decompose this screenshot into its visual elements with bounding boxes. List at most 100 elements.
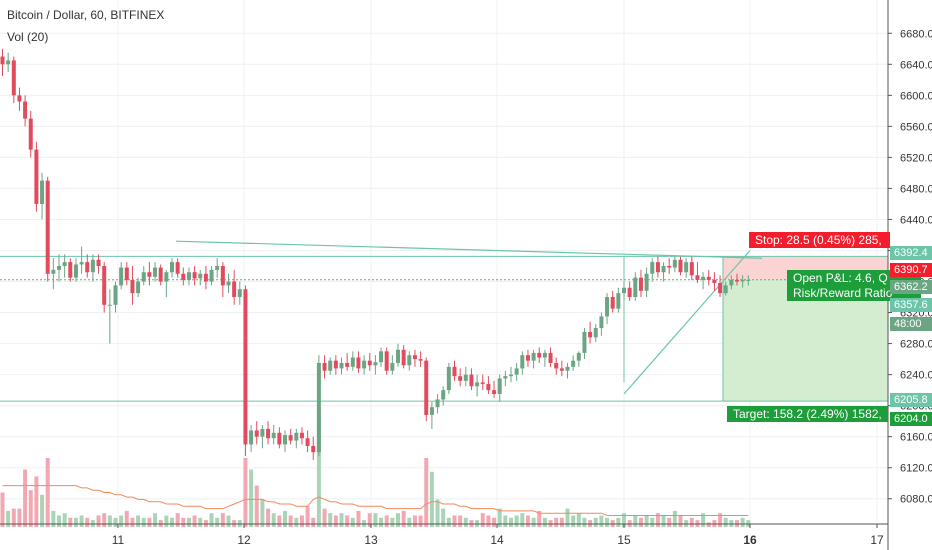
volume-bar <box>373 513 378 527</box>
candle <box>102 262 107 313</box>
rising-trendline[interactable] <box>623 250 751 395</box>
candle-body <box>712 279 717 284</box>
price-tick-label: 6120.0 <box>900 463 932 475</box>
time-axis[interactable]: 11 12 13 14 15 16 17 <box>112 524 884 547</box>
volume-bar <box>6 510 11 527</box>
candle <box>497 374 502 402</box>
candle-body <box>418 359 423 361</box>
candle-body <box>249 430 254 445</box>
candle <box>582 328 587 360</box>
candle <box>390 355 395 375</box>
candle <box>593 324 598 343</box>
volume-bar <box>503 515 508 527</box>
candle <box>243 285 248 457</box>
candle <box>407 351 412 371</box>
price-axis-label: 6392.4 <box>890 246 932 260</box>
candle-body <box>514 368 519 375</box>
stop-label[interactable]: Stop: 28.5 (0.45%) 285, <box>749 232 890 248</box>
candle-body <box>667 266 672 268</box>
candle <box>215 258 220 278</box>
volume-bar <box>153 513 158 527</box>
grid <box>0 0 888 522</box>
candle-body <box>181 273 186 280</box>
price-tick-label: 6680.0 <box>900 28 932 40</box>
candle-body <box>107 304 112 306</box>
volume-bar <box>559 517 564 527</box>
candle <box>396 343 400 367</box>
volume-bar <box>283 510 287 527</box>
candle <box>0 48 5 76</box>
volume-bar <box>644 515 649 527</box>
candle-body <box>339 362 344 369</box>
candles <box>0 48 751 460</box>
volume-bar <box>79 515 84 527</box>
volume-bar <box>62 513 67 527</box>
candle-body <box>650 262 655 274</box>
candle-body <box>379 351 384 363</box>
candle <box>113 281 118 313</box>
target-label[interactable]: Target: 158.2 (2.49%) 1582, <box>727 406 888 422</box>
volume-indicator-label[interactable]: Vol (20) <box>7 30 49 44</box>
candle <box>712 272 717 291</box>
candle-body <box>718 283 723 294</box>
candle <box>283 430 287 453</box>
volume-bar <box>141 517 146 527</box>
candle <box>537 347 542 363</box>
candle <box>345 352 350 371</box>
candle <box>650 258 655 282</box>
volume-bar <box>288 515 293 527</box>
candle <box>412 349 417 367</box>
candle-body <box>644 273 649 291</box>
upper-trendline[interactable] <box>175 240 763 259</box>
candle <box>480 374 485 391</box>
volume-bar <box>435 499 440 527</box>
volume-bar <box>73 517 78 527</box>
candle-body <box>401 349 406 366</box>
volume-ma-line <box>2 485 749 516</box>
volume-bar <box>514 515 519 527</box>
candle <box>350 351 355 371</box>
candle-body <box>28 118 33 150</box>
volume-bar <box>446 517 451 527</box>
volume-bar <box>718 513 723 527</box>
candle-body <box>232 281 237 298</box>
volume-bar <box>316 407 321 527</box>
candle-body <box>542 352 547 358</box>
candle <box>616 287 621 313</box>
candle <box>576 351 581 367</box>
volume-bar <box>23 469 28 527</box>
volume-bar <box>170 517 174 527</box>
candle-body <box>429 407 434 415</box>
candle-body <box>633 277 638 298</box>
candle <box>119 262 124 290</box>
candle-body <box>322 362 327 371</box>
candle-body <box>554 362 559 369</box>
candle <box>141 266 146 286</box>
volume-bar <box>622 513 626 527</box>
candle-body <box>740 279 745 282</box>
candle <box>271 425 276 445</box>
candle <box>175 258 180 278</box>
candle-body <box>136 281 141 294</box>
candle <box>723 281 728 296</box>
candle-body <box>215 266 220 270</box>
candle-body <box>729 279 734 286</box>
volume-bar <box>424 458 429 527</box>
candle-body <box>616 293 621 309</box>
candle-body <box>266 428 271 439</box>
price-axis-label: 6357.6 <box>890 298 932 312</box>
candle <box>158 264 163 286</box>
candle <box>260 425 265 449</box>
candle <box>170 258 174 278</box>
candle <box>40 172 45 220</box>
candle <box>514 362 519 381</box>
candle <box>452 360 457 381</box>
candle-body <box>571 360 576 367</box>
candle-body <box>186 272 191 280</box>
time-tick-label: 12 <box>237 533 251 547</box>
candle-body <box>124 267 129 280</box>
volume-bar <box>102 513 107 527</box>
candle <box>164 269 169 298</box>
price-tick-label: 6240.0 <box>900 370 932 382</box>
candle-body <box>559 368 564 371</box>
